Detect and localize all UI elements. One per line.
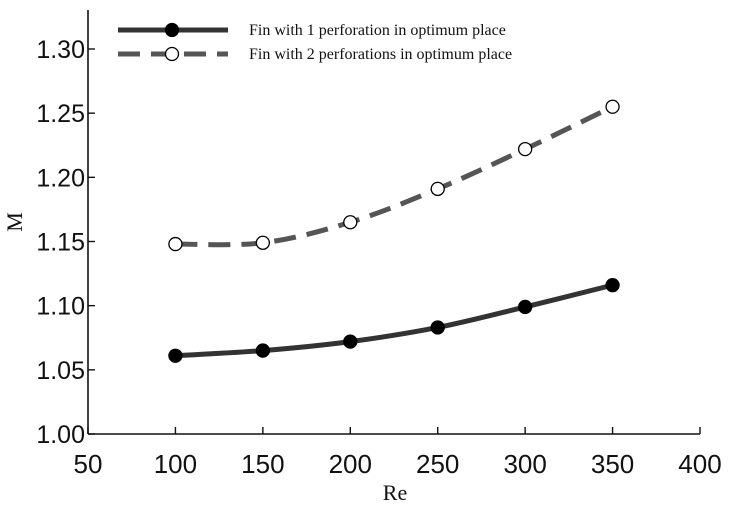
legend-marker-1 (164, 22, 180, 38)
y-tick-label: 1.30 (36, 36, 85, 64)
x-axis-label: Re (383, 480, 407, 505)
x-tick-label: 100 (154, 449, 197, 479)
x-tick-label: 350 (591, 449, 634, 479)
series-2-point (517, 141, 533, 157)
series-2-point (605, 99, 620, 114)
series-1-point (343, 334, 358, 349)
y-tick-label: 1.25 (36, 100, 85, 128)
y-tick-label: 1.10 (36, 293, 85, 321)
x-tick-label: 300 (503, 449, 546, 479)
series-1-point (168, 348, 183, 363)
series-1-point (255, 343, 271, 358)
y-axis-label: M (2, 212, 27, 232)
axes: 1.00 1.05 1.10 1.15 1.20 1.25 1.30 50 100 150 200 2… (36, 10, 722, 479)
series-layer (168, 99, 620, 363)
y-tick-label: 1.15 (36, 229, 85, 257)
x-tick-label: 50 (74, 449, 103, 479)
series-2-point (168, 236, 183, 252)
legend-label-2: Fin with 2 perforations in optimum place (249, 46, 512, 63)
y-tick-label: 1.00 (36, 421, 85, 449)
series-line-2 (175, 104, 614, 248)
legend-label-1: Fin with 1 perforation in optimum place (249, 22, 506, 39)
y-tick-label: 1.20 (36, 164, 85, 192)
x-tick-label: 400 (678, 449, 721, 479)
series-1-point (430, 320, 445, 335)
legend-marker-2 (164, 46, 180, 62)
series-2-point (343, 215, 358, 230)
x-tick-label: 250 (416, 449, 459, 479)
x-tick-label: 200 (329, 449, 372, 479)
series-2-point (255, 235, 271, 250)
series-line-1 (175, 282, 614, 359)
series-1-point (517, 299, 533, 315)
x-tick-label: 150 (241, 449, 284, 479)
series-2-point (430, 181, 445, 197)
y-tick-label: 1.05 (36, 357, 85, 385)
legend: Fin with 1 perforation in optimum place F… (118, 22, 512, 63)
series-1-point (605, 277, 620, 293)
